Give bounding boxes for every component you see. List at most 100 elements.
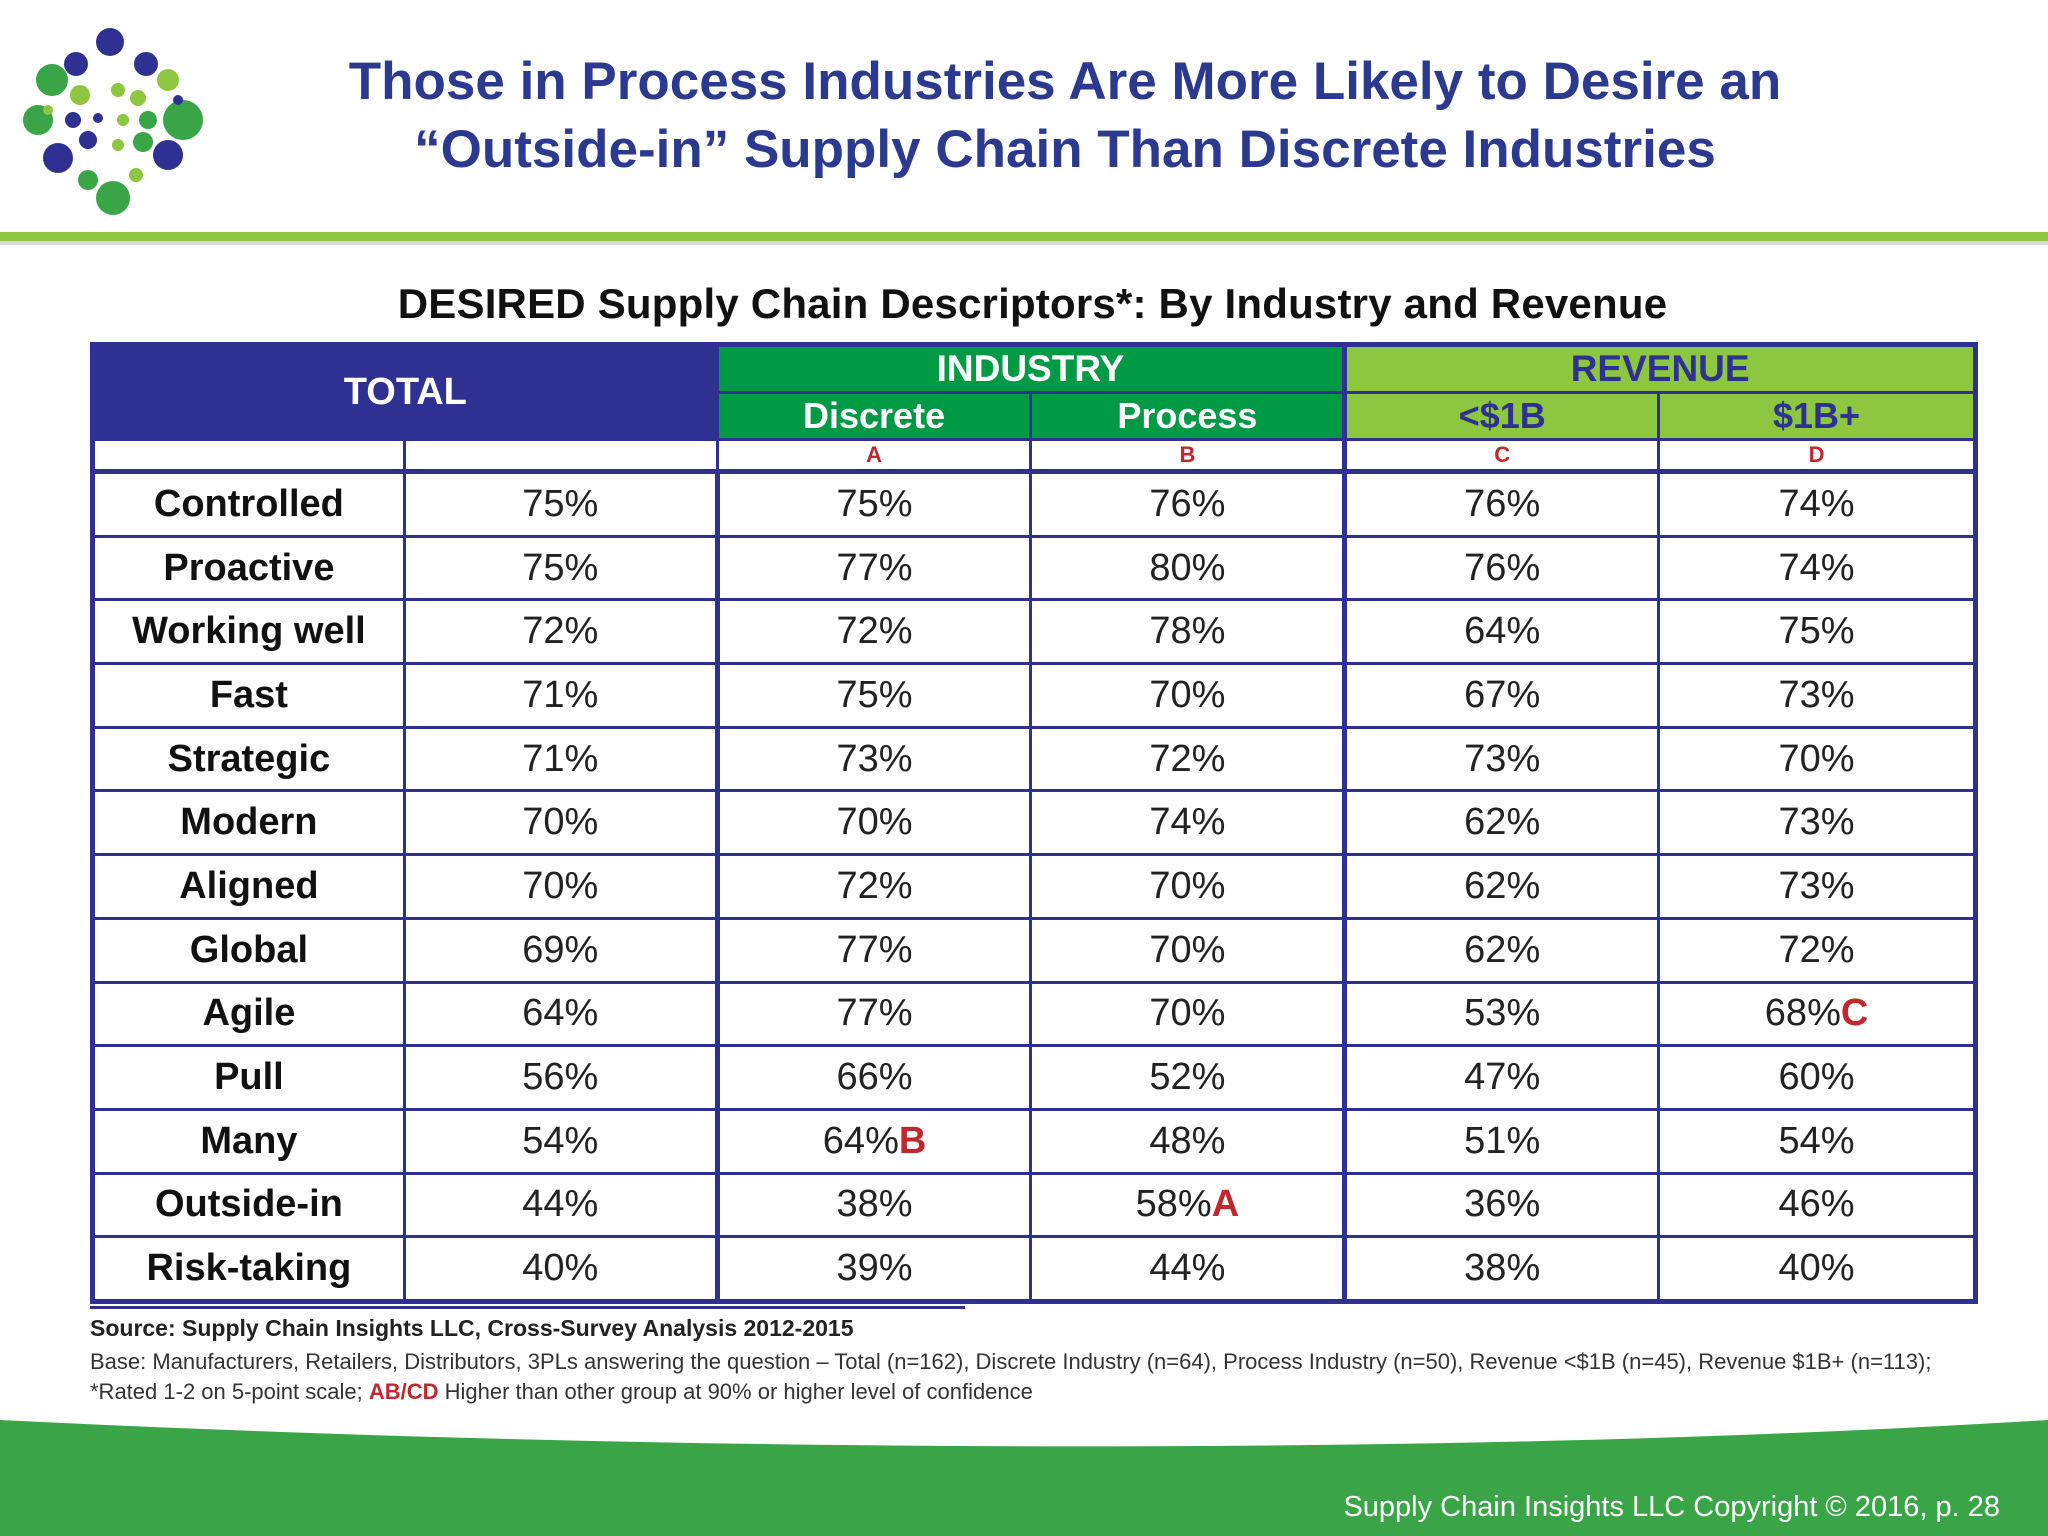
cell-value: 64% [822,1119,899,1162]
cell-process: 70% [1029,916,1347,984]
row-label: Risk-taking [91,1235,406,1303]
notes-divider [90,1306,965,1309]
cell-discrete: 70% [714,789,1033,857]
logo-dot [139,111,157,129]
cell-process: 70% [1029,853,1347,920]
cell-value: 77% [836,546,913,589]
significance-letter: A [1211,1183,1240,1226]
slide-title: Those in Process Industries Are More Lik… [240,48,1890,184]
cell-total: 56% [402,1044,719,1111]
cell-value: 71% [522,737,599,780]
cell-over-1b: 72% [1657,916,1977,984]
row-label: Many [91,1107,406,1175]
letter-d: D [1657,438,1977,473]
cell-value: 64% [1464,610,1541,653]
cell-value: 75% [836,673,913,716]
cell-value: 48% [1149,1119,1226,1162]
cell-value: 76% [1464,546,1541,589]
cell-value: 77% [836,928,913,971]
cell-value: 54% [1778,1119,1855,1162]
table-row: Proactive 75% 77% 80% 76% 74% [91,534,1977,602]
cell-value: 54% [522,1119,599,1162]
cell-value: 38% [1464,1247,1541,1290]
cell-process: 72% [1029,725,1347,793]
copyright-text: Supply Chain Insights LLC Copyright © 20… [1343,1491,2000,1523]
row-label: Modern [91,789,406,857]
cell-under-1b: 47% [1342,1044,1661,1111]
cell-value: 70% [1778,737,1855,780]
cell-process: 74% [1029,789,1347,857]
cell-value: 70% [1149,864,1226,907]
cell-value: 36% [1464,1183,1541,1226]
logo-dot [134,52,158,76]
cell-value: 74% [1778,546,1855,589]
cell-under-1b: 62% [1342,789,1661,857]
cell-discrete: 64%B [714,1107,1033,1175]
table-row: Aligned 70% 72% 70% 62% 73% [91,853,1977,920]
table-body: Controlled 75% 75% 76% 76% 74% Proactive 75% 77%… [91,470,1977,1303]
row-label: Agile [91,980,406,1048]
logo-dot [130,90,146,106]
cell-discrete: 38% [714,1171,1033,1239]
row-label: Controlled [91,470,406,538]
cell-value: 75% [522,546,599,589]
row-label: Pull [91,1044,406,1111]
cell-process: 58%A [1029,1171,1347,1239]
base-note-text: Base: Manufacturers, Retailers, Distribu… [90,1349,1932,1404]
base-note-text-end: Higher than other group at 90% or higher… [438,1379,1033,1404]
cell-over-1b: 60% [1657,1044,1977,1111]
logo-dot [78,170,98,190]
table-row: Risk-taking 40% 39% 44% 38% 40% [91,1235,1977,1303]
row-label: Aligned [91,853,406,920]
cell-value: 70% [1149,673,1226,716]
cell-total: 40% [402,1235,719,1303]
header-total: TOTAL [91,343,719,441]
logo-dot [43,143,73,173]
cell-value: 56% [522,1056,599,1099]
header-revenue: REVENUE [1342,343,1977,394]
table-row: Strategic 71% 73% 72% 73% 70% [91,725,1977,793]
cell-value: 73% [1778,864,1855,907]
cell-process: 44% [1029,1235,1347,1303]
logo-dot [173,95,183,105]
table-row: Many 54% 64%B 48% 51% 54% [91,1107,1977,1175]
cell-value: 76% [1464,482,1541,525]
cell-total: 71% [402,725,719,793]
logo-dot [129,168,143,182]
cell-under-1b: 64% [1342,598,1661,666]
notes: Source: Supply Chain Insights LLC, Cross… [90,1306,1980,1407]
chart-title: DESIRED Supply Chain Descriptors*: By In… [397,280,1668,327]
cell-discrete: 72% [714,598,1033,666]
cell-over-1b: 74% [1657,470,1977,538]
logo-dot [111,83,125,97]
logo-dot [112,139,124,151]
table-row: Outside-in 44% 38% 58%A 36% 46% [91,1171,1977,1239]
cell-under-1b: 51% [1342,1107,1661,1175]
cell-under-1b: 67% [1342,662,1661,729]
cell-process: 70% [1029,662,1347,729]
base-note: Base: Manufacturers, Retailers, Distribu… [90,1347,1980,1407]
table-row: Pull 56% 66% 52% 47% 60% [91,1044,1977,1111]
header-under-1b: <$1B [1342,391,1661,441]
cell-value: 68% [1764,992,1841,1035]
cell-process: 70% [1029,980,1347,1048]
cell-value: 80% [1149,546,1226,589]
cell-value: 72% [1778,928,1855,971]
cell-value: 73% [1464,737,1541,780]
cell-under-1b: 73% [1342,725,1661,793]
footer-band [0,1420,2048,1536]
cell-over-1b: 75% [1657,598,1977,666]
cell-value: 38% [836,1183,913,1226]
company-logo-icon [23,28,203,215]
cell-under-1b: 62% [1342,853,1661,920]
cell-value: 60% [1778,1056,1855,1099]
source-note: Source: Supply Chain Insights LLC, Cross… [90,1315,854,1341]
cell-discrete: 66% [714,1044,1033,1111]
cell-under-1b: 38% [1342,1235,1661,1303]
cell-total: 75% [402,470,719,538]
cell-total: 70% [402,853,719,920]
cell-value: 76% [1149,482,1226,525]
row-label: Proactive [91,534,406,602]
slide-title-line-2: “Outside-in” Supply Chain Than Discrete … [414,120,1716,179]
title-divider [0,232,2048,245]
